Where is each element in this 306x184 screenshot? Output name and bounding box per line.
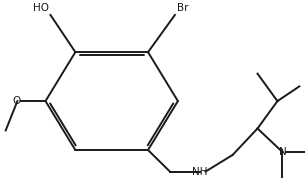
- Text: O: O: [12, 96, 21, 106]
- Text: N: N: [278, 147, 286, 157]
- Text: Br: Br: [177, 3, 188, 13]
- Text: NH: NH: [192, 167, 207, 177]
- Text: HO: HO: [33, 3, 49, 13]
